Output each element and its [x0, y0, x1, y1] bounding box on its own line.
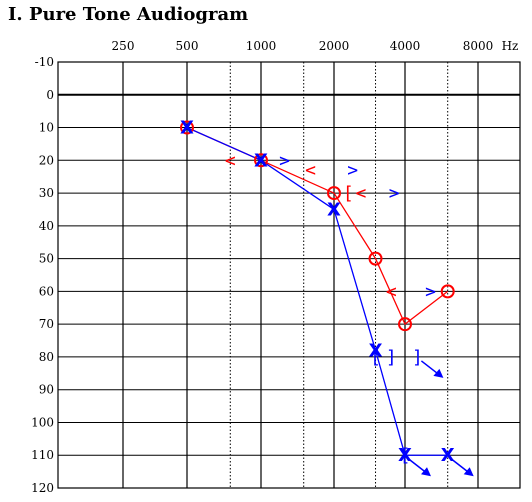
- y-tick-label: 110: [31, 448, 54, 462]
- right-ear-point: [368, 251, 383, 266]
- no-response-arrow: [408, 458, 431, 477]
- masked-symbol: <: [386, 281, 397, 302]
- series-marks: X X X X X X: [180, 118, 455, 466]
- y-tick-label: 30: [39, 186, 54, 200]
- left-ear-point: X: [398, 445, 412, 466]
- series-lines: [186, 126, 449, 456]
- no-response-arrow: [451, 458, 474, 477]
- arrow-head: [421, 467, 431, 477]
- y-tick-label: 70: [39, 317, 54, 331]
- masked-symbol: <: [225, 150, 236, 171]
- y-tick-label: 100: [31, 415, 54, 429]
- right-ear-point: [254, 153, 268, 168]
- right-ear-point: [180, 120, 194, 135]
- y-tick-label: -10: [35, 55, 54, 69]
- plot-frame: [57, 61, 521, 489]
- tick-labels: -10 0 10 20 30 40 50 60 70 80 90 100 110 120 250 500 100…: [31, 39, 518, 495]
- masked-symbol: [: [370, 347, 381, 368]
- masked-symbol: <: [305, 160, 316, 181]
- x-tick-label: 8000: [463, 39, 494, 53]
- left-ear-point: X: [327, 199, 341, 220]
- left-ear-line: [186, 126, 448, 456]
- y-tick-label: 10: [39, 121, 54, 135]
- no-response-arrow: [420, 360, 444, 378]
- left-ear-point: X: [254, 150, 268, 171]
- masked-symbol: >: [279, 150, 290, 171]
- masked-symbol: >: [347, 160, 358, 181]
- masked-symbol: >: [389, 183, 400, 204]
- right-ear-point: [398, 317, 412, 332]
- masked-symbol: <: [355, 183, 366, 204]
- x-unit-label: Hz: [502, 39, 519, 53]
- arrow-head: [463, 467, 474, 477]
- chart-title: I. Pure Tone Audiogram: [8, 4, 249, 25]
- x-tick-label: 2000: [319, 39, 350, 53]
- masked-symbol: >: [425, 281, 436, 302]
- right-ear-point: [327, 186, 341, 201]
- x-tick-label: 500: [176, 39, 199, 53]
- y-tick-label: 60: [39, 284, 54, 298]
- y-tick-label: 0: [46, 88, 54, 102]
- y-tick-label: 80: [39, 350, 54, 364]
- left-ear-point: X: [441, 445, 455, 466]
- grid-layer: [57, 61, 521, 489]
- x-tick-label: 1000: [246, 39, 277, 53]
- y-tick-label: 40: [39, 219, 54, 233]
- x-tick-label: 4000: [390, 39, 421, 53]
- x-tick-label: 250: [112, 39, 135, 53]
- left-ear-point: X: [369, 340, 383, 361]
- masked-symbol: ]: [386, 347, 397, 368]
- right-ear-point: [440, 284, 455, 299]
- y-tick-label: 50: [39, 252, 54, 266]
- masked-symbols: < > < >[< >< >[]][: [225, 150, 474, 477]
- masked-symbol: [: [343, 183, 354, 204]
- y-tick-label: 120: [31, 481, 54, 495]
- left-ear-point: X: [180, 118, 194, 139]
- masked-symbol: [: [400, 445, 411, 466]
- y-tick-label: 20: [39, 153, 54, 167]
- arrow-head: [433, 368, 444, 378]
- y-tick-label: 90: [39, 383, 54, 397]
- masked-symbol: ]: [412, 347, 423, 368]
